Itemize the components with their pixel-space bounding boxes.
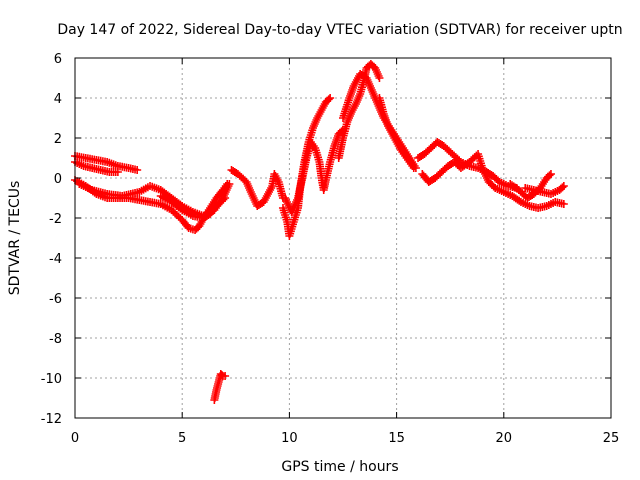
data-point-marker [221,372,230,380]
data-point-marker [324,95,333,104]
x-tick-label: 20 [496,431,513,446]
data-point-marker [559,182,568,190]
data-point-marker [546,170,555,178]
data-point-marker [221,194,230,202]
data-point-marker [409,164,418,172]
data-point-marker [326,94,335,102]
data-point-marker [219,195,228,204]
x-tick-label: 0 [71,431,79,446]
y-tick-label: 2 [54,132,62,147]
data-point-marker [375,74,384,82]
axis-ticks [74,57,612,419]
data-point-marker [113,168,122,176]
y-tick-label: 6 [54,52,62,67]
chart-title: Day 147 of 2022, Sidereal Day-to-day VTE… [57,22,622,38]
data-point-marker [225,180,234,188]
x-tick-label: 5 [178,431,186,446]
y-tick-label: -10 [41,372,62,387]
y-tick-label: -12 [41,412,62,427]
x-tick-label: 15 [388,431,405,446]
data-point-marker [133,166,142,174]
grid-lines [75,58,611,418]
x-axis-label: GPS time / hours [281,459,398,475]
x-tick-label: 10 [281,431,298,446]
x-tick-label: 25 [603,431,620,446]
y-tick-label: -6 [49,292,62,307]
data-point-marker [558,183,567,192]
y-axis-label: SDTVAR / TECUs [7,181,23,296]
data-point-marker [559,200,568,208]
y-tick-label: -8 [49,332,62,347]
data-point-marker [545,171,554,180]
y-tick-label: 0 [54,172,62,187]
series-markers [71,60,568,404]
y-tick-label: -2 [49,212,62,227]
plot-frame [74,57,612,419]
y-tick-label: 4 [54,92,62,107]
y-tick-label: -4 [49,252,62,267]
